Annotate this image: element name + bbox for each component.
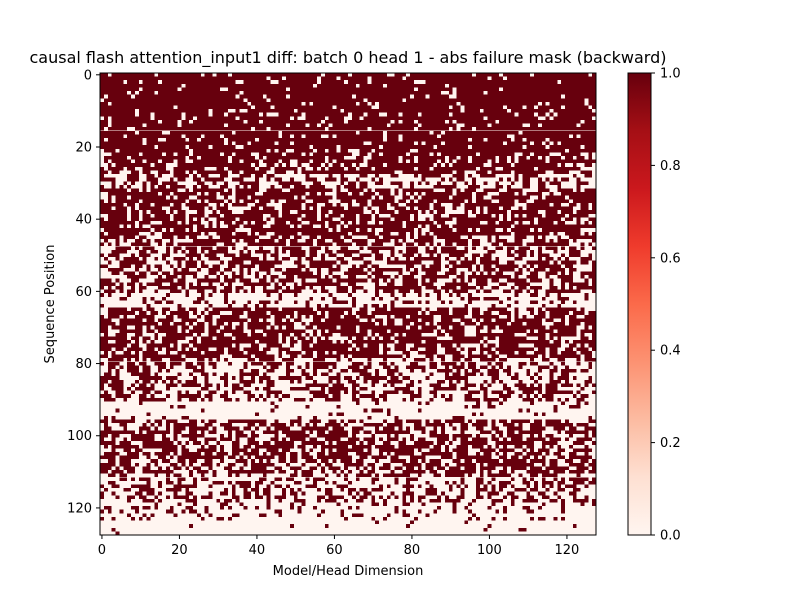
x-tick-label: 0 — [98, 543, 106, 558]
x-tick-label: 80 — [404, 543, 421, 558]
y-tick-label: 40 — [75, 213, 92, 228]
colorbar-tick-label: 1.0 — [660, 67, 681, 82]
x-tick-label: 100 — [477, 543, 502, 558]
colorbar-tick-label: 0.0 — [660, 529, 681, 544]
x-axis-label: Model/Head Dimension — [273, 564, 424, 579]
x-tick-label: 120 — [555, 543, 580, 558]
y-axis-label: Sequence Position — [43, 245, 58, 364]
colorbar-tick-label: 0.2 — [660, 436, 681, 451]
y-tick-label: 20 — [75, 140, 92, 155]
y-tick-label: 80 — [75, 357, 92, 372]
heatmap-failure-cells — [100, 73, 597, 535]
y-tick-label: 120 — [67, 501, 92, 516]
x-tick-label: 40 — [249, 543, 266, 558]
colorbar — [627, 72, 652, 536]
x-tick-label: 20 — [171, 543, 188, 558]
y-tick-label: 60 — [75, 285, 92, 300]
y-tick-label: 100 — [67, 429, 92, 444]
chart-title: causal flash attention_input1 diff: batc… — [30, 48, 667, 68]
colorbar-ticks: 0.0 0.2 0.4 0.6 0.8 1.0 — [651, 67, 681, 544]
y-axis-ticks: 0 20 40 60 80 100 120 — [67, 68, 100, 516]
x-axis-ticks: 0 20 40 60 80 100 120 — [98, 535, 580, 558]
colorbar-tick-label: 0.6 — [660, 251, 681, 266]
y-tick-label: 0 — [84, 68, 92, 83]
x-tick-label: 60 — [326, 543, 343, 558]
colorbar-tick-label: 0.4 — [660, 344, 681, 359]
heatmap-cells — [100, 73, 597, 535]
plot-frame — [99, 72, 597, 536]
colorbar-tick-label: 0.8 — [660, 159, 681, 174]
